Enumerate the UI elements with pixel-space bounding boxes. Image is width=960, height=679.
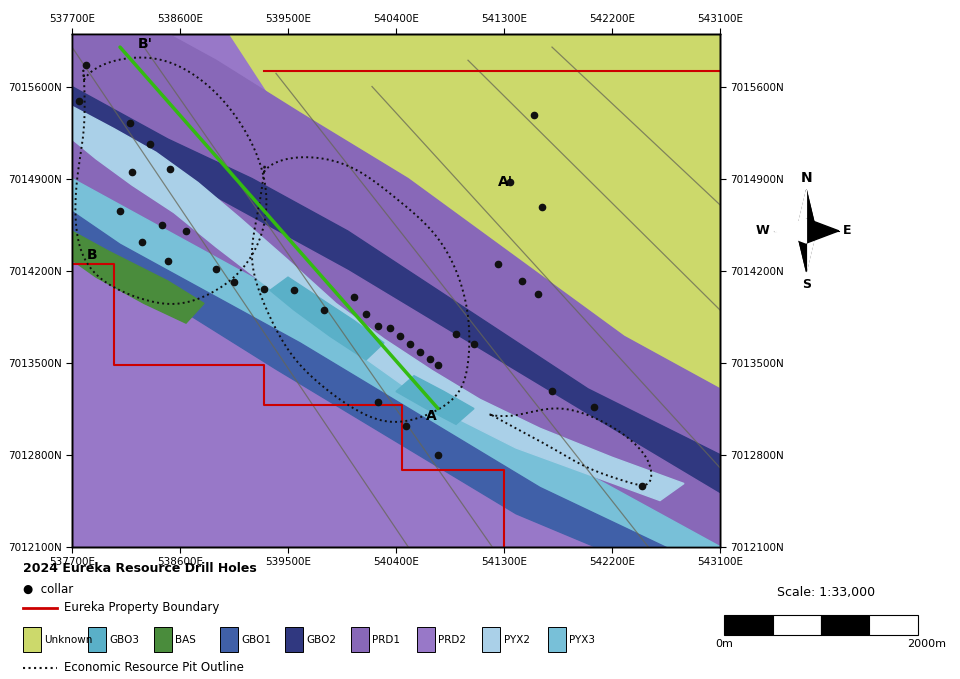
Text: A: A <box>426 409 437 422</box>
Text: Unknown: Unknown <box>44 635 92 645</box>
Polygon shape <box>72 120 720 547</box>
Polygon shape <box>228 34 720 415</box>
Text: PRD1: PRD1 <box>372 635 400 645</box>
Text: S: S <box>802 278 811 291</box>
Polygon shape <box>72 211 720 599</box>
FancyBboxPatch shape <box>220 627 238 652</box>
Polygon shape <box>72 179 720 573</box>
FancyBboxPatch shape <box>285 627 303 652</box>
Text: Economic Resource Pit Outline: Economic Resource Pit Outline <box>64 661 244 674</box>
FancyBboxPatch shape <box>482 627 500 652</box>
Text: N: N <box>801 171 812 185</box>
FancyBboxPatch shape <box>23 627 40 652</box>
Polygon shape <box>797 231 806 272</box>
Text: ●  collar: ● collar <box>23 583 73 595</box>
FancyBboxPatch shape <box>154 627 172 652</box>
Text: BAS: BAS <box>176 635 196 645</box>
FancyBboxPatch shape <box>821 615 870 635</box>
FancyBboxPatch shape <box>351 627 369 652</box>
FancyBboxPatch shape <box>548 627 566 652</box>
Polygon shape <box>72 86 720 494</box>
Text: 0m: 0m <box>715 639 733 649</box>
Text: B: B <box>86 248 97 262</box>
Polygon shape <box>797 190 806 231</box>
Polygon shape <box>396 375 474 424</box>
Polygon shape <box>806 219 839 243</box>
Text: GBO1: GBO1 <box>241 635 271 645</box>
Text: PYX2: PYX2 <box>504 635 530 645</box>
FancyBboxPatch shape <box>870 615 918 635</box>
Text: PYX3: PYX3 <box>569 635 595 645</box>
Polygon shape <box>72 34 720 547</box>
Text: Eureka Property Boundary: Eureka Property Boundary <box>64 602 220 614</box>
Text: B': B' <box>138 37 153 51</box>
Polygon shape <box>72 106 684 500</box>
Polygon shape <box>72 231 204 323</box>
Polygon shape <box>270 277 384 360</box>
Text: 2024 Eureka Resource Drill Holes: 2024 Eureka Resource Drill Holes <box>23 562 256 575</box>
Text: GBO3: GBO3 <box>109 635 140 645</box>
Polygon shape <box>806 231 816 272</box>
Text: Scale: 1:33,000: Scale: 1:33,000 <box>777 585 875 599</box>
Text: W: W <box>756 224 770 238</box>
Polygon shape <box>806 190 816 231</box>
FancyBboxPatch shape <box>773 615 821 635</box>
FancyBboxPatch shape <box>724 615 773 635</box>
Text: GBO2: GBO2 <box>307 635 337 645</box>
Polygon shape <box>774 219 806 243</box>
Text: 2000m: 2000m <box>907 639 947 649</box>
Text: PRD2: PRD2 <box>438 635 466 645</box>
FancyBboxPatch shape <box>88 627 107 652</box>
FancyBboxPatch shape <box>417 627 435 652</box>
Text: A': A' <box>498 175 514 189</box>
Polygon shape <box>72 34 720 454</box>
Text: E: E <box>843 224 852 238</box>
